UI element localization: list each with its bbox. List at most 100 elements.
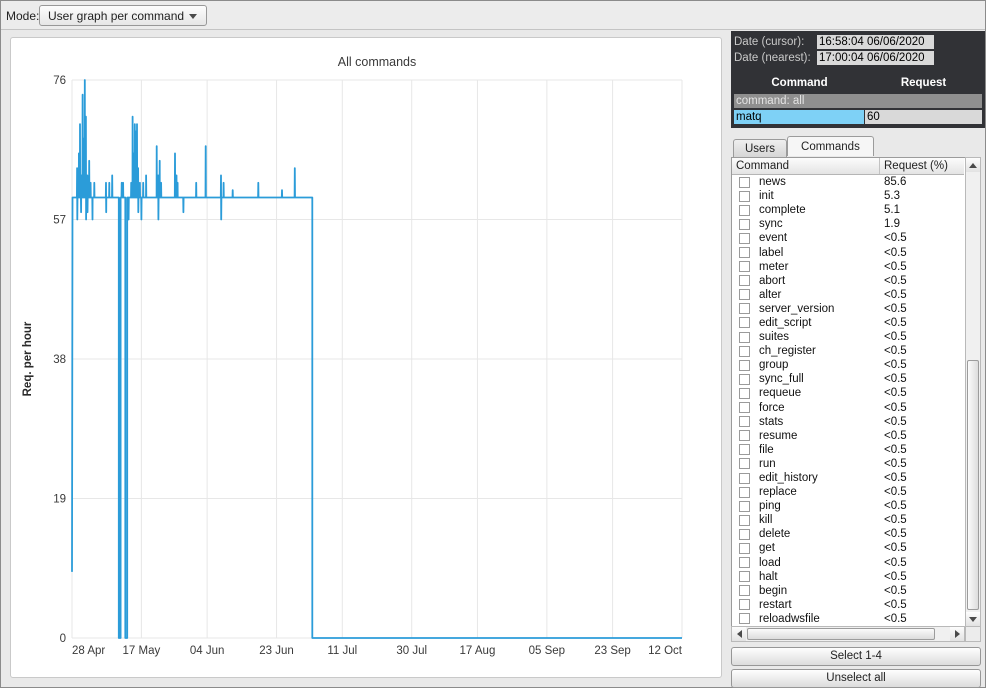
row-checkbox[interactable] bbox=[739, 542, 750, 554]
table-row[interactable]: edit_script <0.5 bbox=[732, 316, 964, 330]
table-row[interactable]: begin <0.5 bbox=[732, 584, 964, 598]
commands-table: Command Request (%) news 85.6 init 5.3 compl… bbox=[731, 157, 981, 642]
command-name: halt bbox=[759, 570, 778, 583]
row-checkbox[interactable] bbox=[739, 176, 750, 188]
table-row[interactable]: group <0.5 bbox=[732, 358, 964, 372]
row-checkbox[interactable] bbox=[739, 303, 750, 315]
tab-users[interactable]: Users bbox=[733, 139, 788, 157]
command-name: edit_history bbox=[759, 472, 818, 485]
horizontal-scrollbar[interactable] bbox=[731, 626, 965, 642]
command-name: kill bbox=[759, 514, 773, 527]
table-row[interactable]: kill <0.5 bbox=[732, 513, 964, 527]
table-row[interactable]: complete 5.1 bbox=[732, 203, 964, 217]
table-row[interactable]: requeue <0.5 bbox=[732, 386, 964, 400]
row-checkbox[interactable] bbox=[739, 613, 750, 625]
row-checkbox[interactable] bbox=[739, 571, 750, 583]
vertical-scrollbar[interactable] bbox=[965, 157, 981, 627]
row-checkbox[interactable] bbox=[739, 261, 750, 273]
request-percent: <0.5 bbox=[884, 246, 907, 259]
command-name: force bbox=[759, 401, 785, 414]
row-checkbox[interactable] bbox=[739, 430, 750, 442]
row-checkbox[interactable] bbox=[739, 373, 750, 385]
svg-text:17 May: 17 May bbox=[123, 645, 161, 657]
row-checkbox[interactable] bbox=[739, 387, 750, 399]
table-row[interactable]: resume <0.5 bbox=[732, 429, 964, 443]
date-cursor-label: Date (cursor): bbox=[734, 35, 805, 48]
row-checkbox[interactable] bbox=[739, 359, 750, 371]
row-checkbox[interactable] bbox=[739, 289, 750, 301]
row-checkbox[interactable] bbox=[739, 472, 750, 484]
unselect-all-button[interactable]: Unselect all bbox=[731, 669, 981, 688]
row-checkbox[interactable] bbox=[739, 514, 750, 526]
table-row[interactable]: ch_register <0.5 bbox=[732, 344, 964, 358]
table-row[interactable]: suites <0.5 bbox=[732, 330, 964, 344]
scroll-left-button[interactable] bbox=[732, 627, 746, 641]
tab-bar: Users Commands bbox=[731, 135, 985, 157]
row-checkbox[interactable] bbox=[739, 317, 750, 329]
row-checkbox[interactable] bbox=[739, 218, 750, 230]
row-checkbox[interactable] bbox=[739, 528, 750, 540]
horizontal-scrollbar-thumb[interactable] bbox=[747, 628, 935, 640]
row-checkbox[interactable] bbox=[739, 190, 750, 202]
table-row[interactable]: restart <0.5 bbox=[732, 598, 964, 612]
svg-text:28 Apr: 28 Apr bbox=[72, 645, 105, 657]
row-checkbox[interactable] bbox=[739, 557, 750, 569]
row-checkbox[interactable] bbox=[739, 204, 750, 216]
table-row[interactable]: server_version <0.5 bbox=[732, 302, 964, 316]
row-checkbox[interactable] bbox=[739, 232, 750, 244]
request-percent: <0.5 bbox=[884, 288, 907, 301]
table-row[interactable]: ping <0.5 bbox=[732, 499, 964, 513]
row-checkbox[interactable] bbox=[739, 331, 750, 343]
scroll-up-button[interactable] bbox=[966, 158, 980, 172]
selected-request-cell: 60 bbox=[865, 110, 982, 124]
command-name: abort bbox=[759, 274, 786, 287]
table-row[interactable]: edit_history <0.5 bbox=[732, 471, 964, 485]
table-row[interactable]: event <0.5 bbox=[732, 231, 964, 245]
chevron-down-icon bbox=[189, 14, 197, 19]
vertical-scrollbar-thumb[interactable] bbox=[967, 360, 979, 610]
table-row[interactable]: abort <0.5 bbox=[732, 274, 964, 288]
request-percent: 85.6 bbox=[884, 176, 907, 189]
row-checkbox[interactable] bbox=[739, 416, 750, 428]
tab-commands[interactable]: Commands bbox=[787, 136, 874, 156]
table-row[interactable]: force <0.5 bbox=[732, 401, 964, 415]
command-name: requeue bbox=[759, 387, 802, 400]
request-percent: <0.5 bbox=[884, 500, 907, 513]
table-row[interactable]: load <0.5 bbox=[732, 556, 964, 570]
table-row[interactable]: replace <0.5 bbox=[732, 485, 964, 499]
scroll-down-button[interactable] bbox=[966, 612, 980, 626]
select-1-4-button[interactable]: Select 1-4 bbox=[731, 647, 981, 666]
table-row[interactable]: init 5.3 bbox=[732, 189, 964, 203]
table-row[interactable]: sync 1.9 bbox=[732, 217, 964, 231]
row-checkbox[interactable] bbox=[739, 500, 750, 512]
row-checkbox[interactable] bbox=[739, 275, 750, 287]
table-row[interactable]: meter <0.5 bbox=[732, 260, 964, 274]
table-row[interactable]: news 85.6 bbox=[732, 175, 964, 189]
mode-dropdown[interactable]: User graph per command bbox=[39, 5, 207, 26]
column-header-command[interactable]: Command bbox=[732, 158, 880, 174]
row-checkbox[interactable] bbox=[739, 458, 750, 470]
table-row[interactable]: delete <0.5 bbox=[732, 527, 964, 541]
table-row[interactable]: file <0.5 bbox=[732, 443, 964, 457]
svg-text:Req. per hour: Req. per hour bbox=[22, 321, 34, 396]
row-checkbox[interactable] bbox=[739, 444, 750, 456]
row-checkbox[interactable] bbox=[739, 486, 750, 498]
scroll-right-button[interactable] bbox=[950, 627, 964, 641]
table-row[interactable]: sync_full <0.5 bbox=[732, 372, 964, 386]
row-checkbox[interactable] bbox=[739, 599, 750, 611]
arrow-down-icon bbox=[969, 616, 977, 622]
row-checkbox[interactable] bbox=[739, 402, 750, 414]
column-header-request[interactable]: Request (%) bbox=[884, 160, 948, 172]
table-row[interactable]: run <0.5 bbox=[732, 457, 964, 471]
row-checkbox[interactable] bbox=[739, 585, 750, 597]
table-row[interactable]: halt <0.5 bbox=[732, 570, 964, 584]
table-row[interactable]: label <0.5 bbox=[732, 245, 964, 259]
table-row[interactable]: reloadwsfile <0.5 bbox=[732, 612, 964, 625]
table-row[interactable]: get <0.5 bbox=[732, 541, 964, 555]
commands-table-body: news 85.6 init 5.3 complete 5.1 sync 1.9 event <0… bbox=[732, 175, 964, 625]
row-checkbox[interactable] bbox=[739, 247, 750, 259]
row-checkbox[interactable] bbox=[739, 345, 750, 357]
table-row[interactable]: stats <0.5 bbox=[732, 415, 964, 429]
table-row[interactable]: alter <0.5 bbox=[732, 288, 964, 302]
